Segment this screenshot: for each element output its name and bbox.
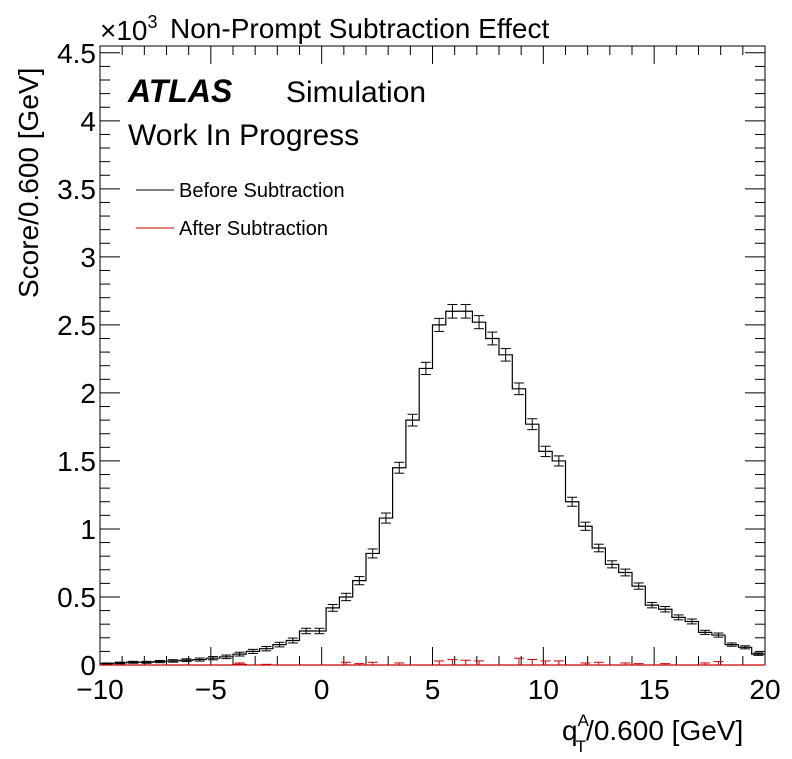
series-line-1 — [100, 663, 765, 666]
y-tick-label: 2 — [80, 378, 96, 409]
simulation-label: Simulation — [286, 76, 426, 109]
x-tick-label: 20 — [749, 674, 780, 705]
x-axis-label-sub: T — [576, 737, 586, 756]
x-axis-label: qA T/0.600 [GeV] — [562, 711, 743, 756]
status-label: Work In Progress — [128, 119, 359, 152]
chart-title: Non-Prompt Subtraction Effect — [170, 13, 549, 44]
series-line-0 — [100, 310, 765, 665]
atlas-label: ATLAS — [127, 73, 233, 109]
x-tick-label: −5 — [195, 674, 227, 705]
plot-area: −10 −5 0 5 10 15 20 0 0.5 1 1.5 2 2.5 3 3.5 4 4.5 — [57, 38, 781, 705]
y-multiplier: ×103 — [100, 12, 158, 46]
legend: Before Subtraction After Subtraction — [136, 180, 345, 240]
y-tick-label: 3 — [80, 242, 96, 273]
y-tick-label: 4.5 — [57, 38, 96, 69]
y-tick-label: 0.5 — [57, 582, 96, 613]
y-tick-label: 4 — [80, 106, 96, 137]
legend-label-after: After Subtraction — [179, 218, 328, 240]
x-tick-label: 15 — [639, 674, 670, 705]
y-tick-label: 1 — [80, 514, 96, 545]
x-tick-label: 5 — [425, 674, 441, 705]
y-tick-label: 0 — [80, 650, 96, 681]
x-tick-label: −10 — [76, 674, 124, 705]
legend-label-before: Before Subtraction — [179, 180, 345, 202]
y-axis-label: Score/0.600 [GeV] — [13, 68, 44, 298]
y-tick-label: 1.5 — [57, 446, 96, 477]
x-axis-label-sup: A — [578, 711, 590, 730]
y-tick-label: 3.5 — [57, 174, 96, 205]
x-tick-label: 10 — [528, 674, 559, 705]
y-multiplier-exponent: 3 — [148, 12, 158, 32]
y-tick-label: 2.5 — [57, 310, 96, 341]
x-tick-label: 0 — [314, 674, 330, 705]
